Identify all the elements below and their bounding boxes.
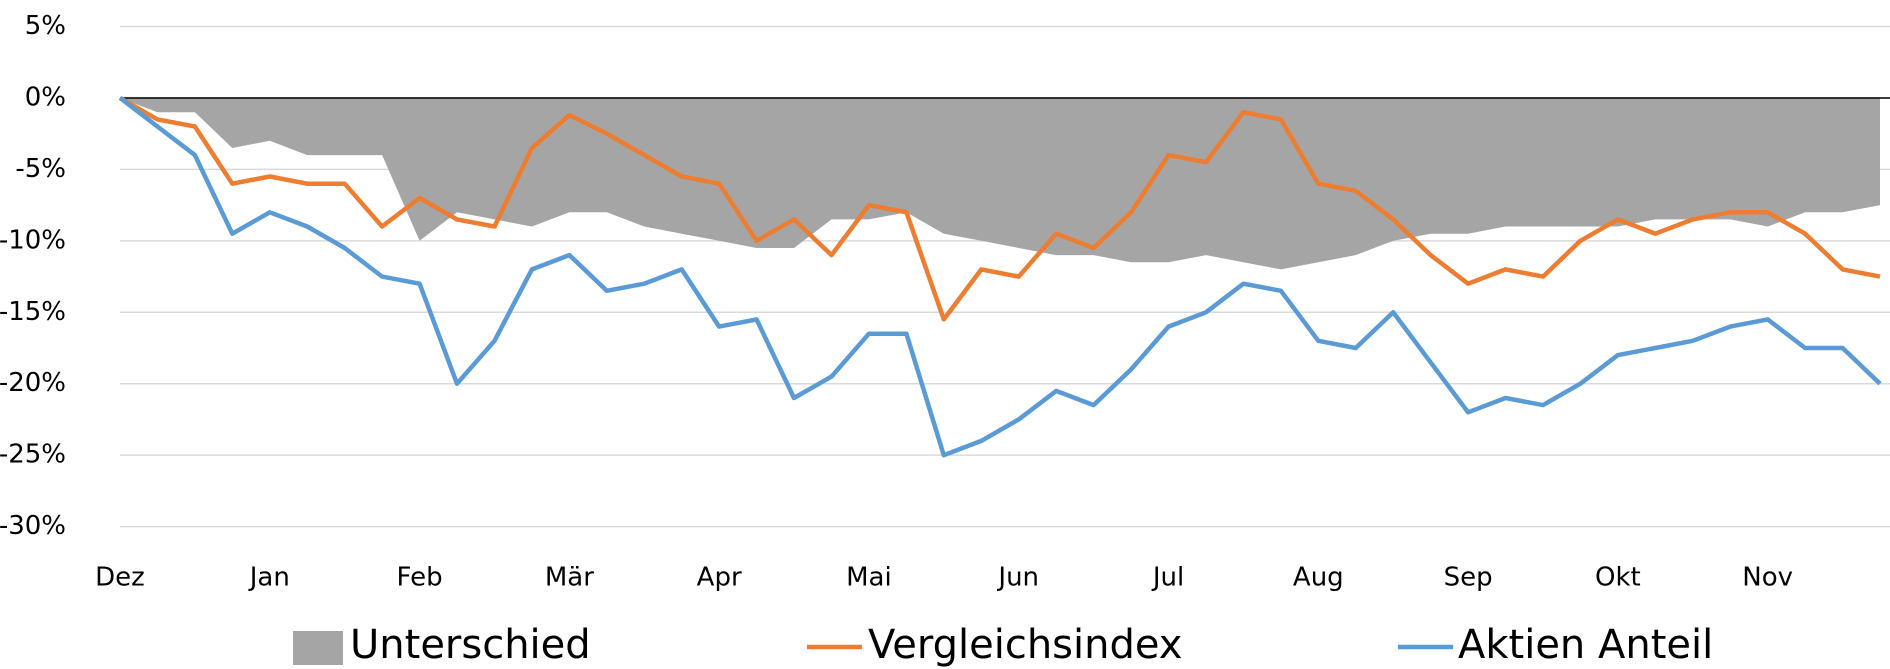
- x-tick-label: Nov: [1742, 563, 1793, 593]
- x-tick-label: Jan: [248, 563, 290, 593]
- y-tick-label: -15%: [0, 297, 66, 327]
- y-tick-label: 5%: [25, 11, 66, 41]
- x-tick-label: Aug: [1293, 563, 1344, 593]
- legend-label: Vergleichsindex: [868, 622, 1182, 668]
- legend-label: Aktien Anteil: [1458, 622, 1713, 668]
- legend-swatch: [293, 631, 343, 665]
- x-tick-label: Sep: [1444, 563, 1493, 593]
- x-tick-label: Okt: [1595, 563, 1641, 593]
- y-tick-label: -20%: [0, 368, 66, 398]
- x-tick-label: Jul: [1151, 563, 1184, 593]
- y-tick-label: -30%: [0, 511, 66, 541]
- y-tick-label: -5%: [15, 154, 66, 184]
- x-tick-label: Dez: [95, 563, 145, 593]
- y-tick-label: 0%: [25, 82, 66, 112]
- line: [118, 95, 1881, 322]
- line: [118, 96, 1882, 458]
- legend-label: Unterschied: [350, 622, 591, 668]
- x-tick-label: Feb: [397, 563, 443, 593]
- y-tick-label: -10%: [0, 225, 66, 255]
- x-tick-label: Apr: [697, 563, 742, 593]
- x-tick-label: Jun: [996, 563, 1039, 593]
- x-tick-label: Mär: [545, 563, 594, 593]
- y-tick-label: -25%: [0, 440, 66, 470]
- area: [120, 97, 1880, 270]
- x-tick-label: Mai: [846, 563, 892, 593]
